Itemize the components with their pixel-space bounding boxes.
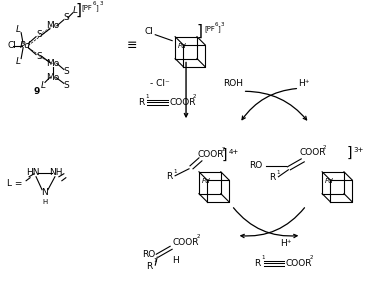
Text: COOR: COOR	[198, 150, 225, 160]
Text: 1: 1	[262, 255, 265, 260]
Text: NH: NH	[49, 168, 63, 177]
Text: 9: 9	[34, 87, 40, 96]
Text: 6: 6	[215, 22, 218, 27]
Text: H: H	[172, 256, 179, 265]
Text: [PF: [PF	[204, 25, 215, 32]
Text: S: S	[63, 67, 69, 76]
Text: COOR: COOR	[169, 98, 196, 107]
Text: Mo: Mo	[46, 21, 60, 30]
Text: 3+: 3+	[353, 147, 363, 153]
Text: S: S	[63, 13, 69, 22]
Text: 3: 3	[99, 1, 103, 6]
Text: ≡: ≡	[127, 39, 137, 52]
Text: L: L	[72, 6, 77, 15]
Text: [PF: [PF	[82, 5, 93, 11]
Text: L: L	[16, 57, 21, 66]
Text: S: S	[36, 30, 42, 39]
Text: COOR: COOR	[299, 149, 326, 158]
Text: 2: 2	[323, 145, 327, 150]
Text: Mo: Mo	[46, 73, 60, 82]
Text: 1: 1	[173, 169, 177, 174]
Text: L =: L =	[7, 179, 23, 188]
Text: Cl: Cl	[144, 27, 153, 36]
Text: - Cl⁻: - Cl⁻	[151, 79, 170, 88]
Text: ]: ]	[217, 25, 220, 32]
Text: 4+: 4+	[229, 149, 239, 155]
Text: Cl: Cl	[7, 41, 16, 50]
Text: R: R	[254, 259, 260, 268]
Text: N: N	[41, 188, 48, 197]
Text: ]: ]	[222, 148, 228, 162]
Text: Pd: Pd	[325, 178, 333, 184]
Text: RO: RO	[249, 161, 263, 170]
Text: Pd: Pd	[20, 41, 31, 50]
Text: L: L	[40, 81, 45, 90]
Text: 3: 3	[221, 22, 224, 27]
Text: Pd: Pd	[178, 43, 187, 49]
Text: Pd: Pd	[202, 178, 210, 184]
Text: L: L	[16, 25, 21, 34]
Text: RO: RO	[142, 250, 155, 259]
Text: H⁺: H⁺	[280, 239, 291, 248]
Text: H: H	[42, 199, 48, 205]
Text: HN: HN	[26, 168, 40, 177]
Text: 1: 1	[145, 94, 149, 99]
Text: COOR: COOR	[172, 238, 199, 247]
Text: H⁺: H⁺	[298, 79, 310, 88]
Text: COOR: COOR	[285, 259, 312, 268]
Text: S: S	[36, 52, 42, 61]
Text: 2: 2	[193, 94, 197, 99]
Text: R: R	[138, 98, 144, 107]
Text: ]: ]	[197, 24, 203, 39]
Text: R: R	[146, 262, 152, 271]
Text: ]: ]	[346, 146, 352, 160]
Text: ]: ]	[96, 5, 98, 11]
Text: 1: 1	[276, 170, 280, 175]
Text: ROH: ROH	[223, 79, 243, 88]
Text: 2: 2	[309, 255, 313, 260]
Text: 2: 2	[222, 147, 225, 152]
Text: S: S	[63, 81, 69, 90]
Text: 2: 2	[197, 234, 200, 239]
Text: R: R	[269, 173, 275, 182]
Text: ]: ]	[76, 2, 82, 17]
Text: 1: 1	[153, 258, 157, 263]
Text: 6: 6	[93, 1, 96, 6]
Text: R: R	[166, 172, 172, 181]
Text: Mo: Mo	[46, 59, 60, 68]
